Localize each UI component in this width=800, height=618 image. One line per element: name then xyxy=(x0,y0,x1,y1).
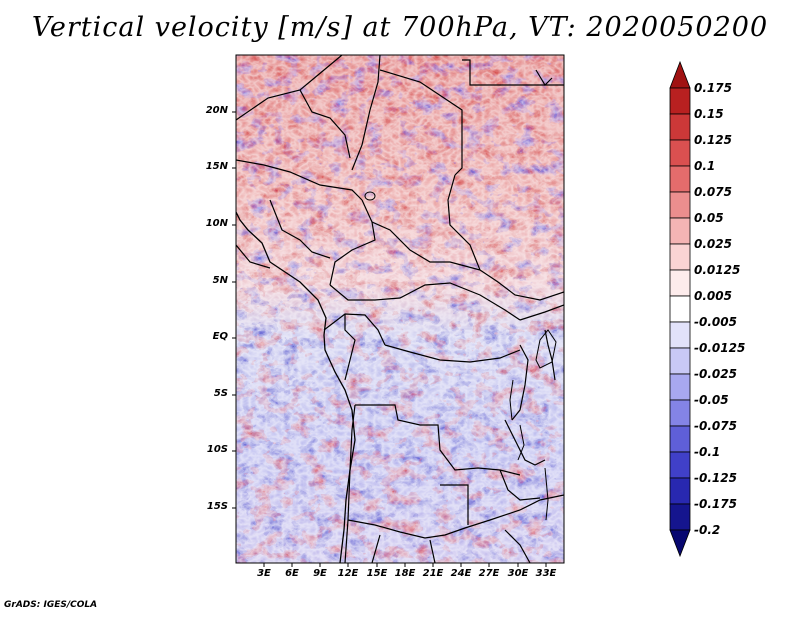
colorbar-segment-17 xyxy=(669,503,691,531)
field-contour-texture xyxy=(236,55,564,563)
colorbar-label-16: -0.175 xyxy=(694,497,737,511)
colorbar-label-14: -0.1 xyxy=(694,445,721,459)
colorbar-label-15: -0.125 xyxy=(694,471,737,485)
lon-label-21e: 21E xyxy=(422,568,444,579)
lat-label-5n: 5N xyxy=(212,275,228,286)
colorbar-label-3: 0.1 xyxy=(694,159,716,173)
colorbar-label-8: 0.005 xyxy=(694,289,732,303)
country-borders xyxy=(236,55,564,563)
lakes xyxy=(364,191,557,521)
lon-label-18e: 18E xyxy=(394,568,416,579)
lat-label-5s: 5S xyxy=(213,388,228,399)
lat-label-eq: EQ xyxy=(212,331,228,342)
map-frame xyxy=(235,54,565,564)
lon-label-30e: 30E xyxy=(507,568,529,579)
lat-label-10s: 10S xyxy=(206,444,228,455)
lat-label-10n: 10N xyxy=(205,218,228,229)
colorbar-segment-5 xyxy=(669,191,691,219)
colorbar-segment-8 xyxy=(669,269,691,297)
lon-label-15e: 15E xyxy=(366,568,388,579)
lon-label-12e: 12E xyxy=(337,568,359,579)
colorbar-segment-0 xyxy=(669,60,691,89)
colorbar-segment-11 xyxy=(669,347,691,375)
colorbar-label-0: 0.175 xyxy=(694,81,732,95)
colorbar-label-12: -0.05 xyxy=(694,393,729,407)
colorbar-segment-16 xyxy=(669,477,691,505)
lon-label-27e: 27E xyxy=(478,568,500,579)
colorbar-segment-10 xyxy=(669,321,691,349)
colorbar-label-17: -0.2 xyxy=(694,523,721,537)
lon-label-3e: 3E xyxy=(257,568,271,579)
lon-label-9e: 9E xyxy=(313,568,327,579)
lon-label-24e: 24E xyxy=(450,568,472,579)
colorbar-segment-4 xyxy=(669,165,691,193)
colorbar-label-5: 0.05 xyxy=(694,211,724,225)
colorbar-label-11: -0.025 xyxy=(694,367,737,381)
lat-label-20n: 20N xyxy=(205,105,228,116)
colorbar-label-7: 0.0125 xyxy=(694,263,741,277)
colorbar-segment-9 xyxy=(669,295,691,323)
colorbar-label-10: -0.0125 xyxy=(694,341,746,355)
colorbar-label-13: -0.075 xyxy=(694,419,737,433)
colorbar-segment-7 xyxy=(669,243,691,271)
lat-label-15n: 15N xyxy=(205,161,228,172)
colorbar-segment-18 xyxy=(669,529,691,558)
lat-label-15s: 15S xyxy=(206,501,228,512)
coastline xyxy=(236,211,356,563)
colorbar-segment-3 xyxy=(669,139,691,167)
map-title: Vertical velocity [m/s] at 700hPa, VT: 2… xyxy=(31,12,769,43)
colorbar-label-6: 0.025 xyxy=(694,237,732,251)
colorbar-segment-1 xyxy=(669,87,691,115)
colorbar-label-2: 0.125 xyxy=(694,133,732,147)
colorbar-segment-14 xyxy=(669,425,691,453)
colorbar-label-1: 0.15 xyxy=(694,107,724,121)
colorbar-segment-2 xyxy=(669,113,691,141)
axis-ticks xyxy=(232,111,547,567)
colorbar-segment-12 xyxy=(669,373,691,401)
colorbar-segment-6 xyxy=(669,217,691,245)
lon-label-33e: 33E xyxy=(535,568,557,579)
colorbar-label-9: -0.005 xyxy=(694,315,737,329)
grads-credit: GrADS: IGES/COLA xyxy=(4,600,98,610)
colorbar-label-4: 0.075 xyxy=(694,185,732,199)
colorbar-segment-15 xyxy=(669,451,691,479)
lon-label-6e: 6E xyxy=(285,568,299,579)
colorbar-segment-13 xyxy=(669,399,691,427)
